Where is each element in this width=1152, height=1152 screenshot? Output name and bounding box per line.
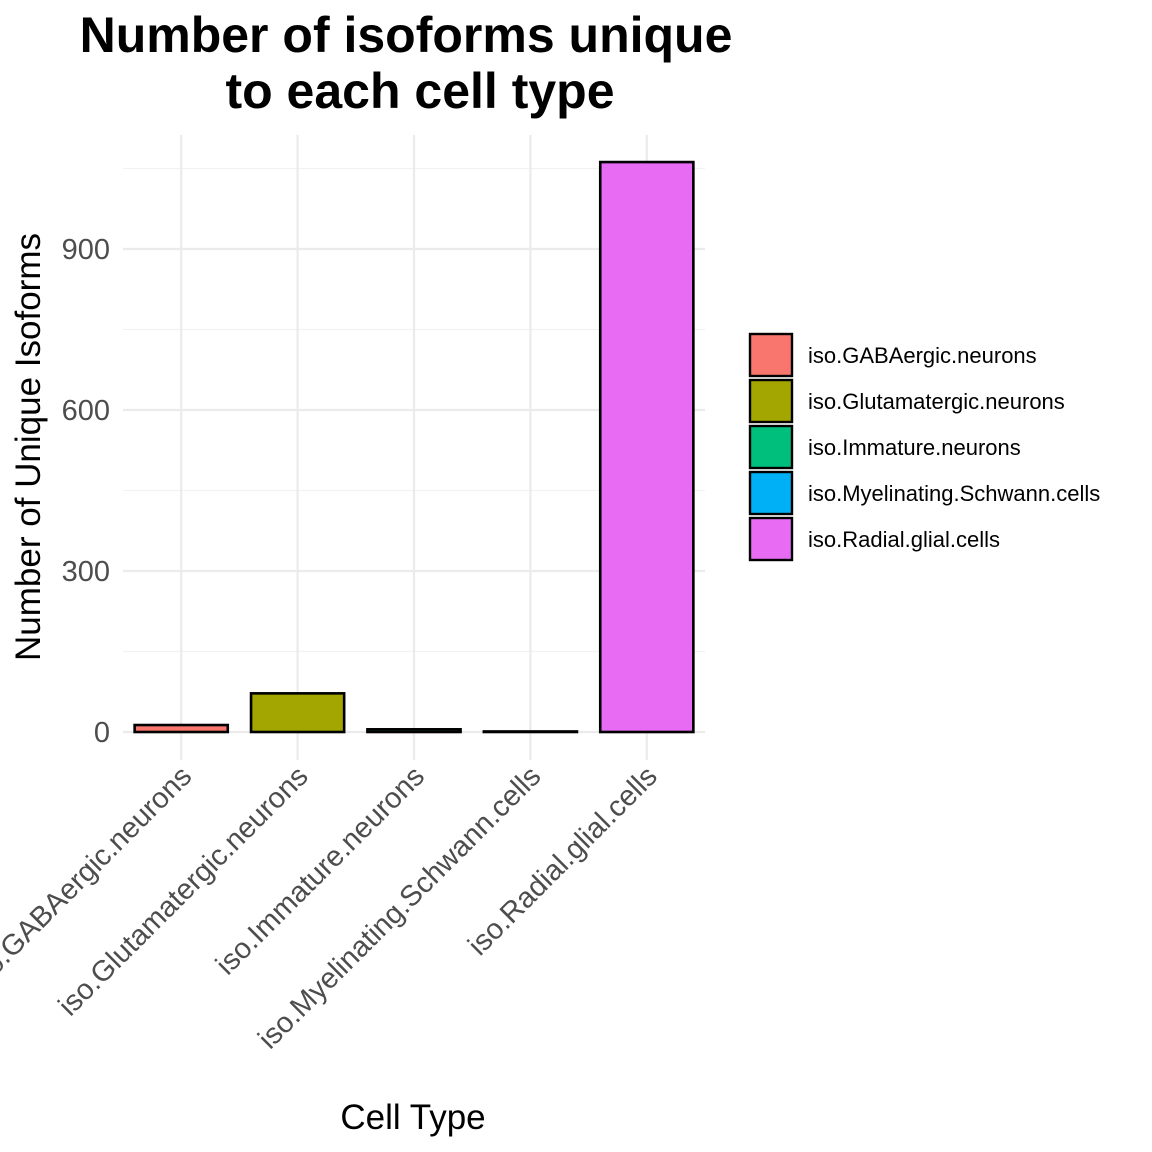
legend-label: iso.Myelinating.Schwann.cells bbox=[808, 481, 1100, 506]
legend-label: iso.Immature.neurons bbox=[808, 435, 1021, 460]
legend-label: iso.GABAergic.neurons bbox=[808, 343, 1037, 368]
chart-title-line-1: Number of isoforms unique bbox=[80, 7, 733, 63]
legend-label: iso.Radial.glial.cells bbox=[808, 527, 1000, 552]
x-tick-label: iso.Radial.glial.cells bbox=[462, 760, 664, 962]
legend-key bbox=[748, 470, 794, 516]
x-tick-label: iso.Glutamatergic.neurons bbox=[53, 760, 315, 1022]
legend-key bbox=[748, 378, 794, 424]
legend-key bbox=[748, 332, 794, 378]
y-tick-label: 300 bbox=[62, 556, 110, 588]
x-axis-ticks: iso.GABAergic.neuronsiso.Glutamatergic.n… bbox=[0, 760, 664, 1055]
y-axis-ticks: 0 300 600 900 bbox=[62, 234, 110, 749]
bar-iso.Immature.neurons bbox=[366, 728, 462, 734]
bar-iso.Radial.glial.cells bbox=[598, 160, 695, 734]
y-axis-title: Number of Unique Isoforms bbox=[9, 233, 48, 661]
legend-label: iso.Glutamatergic.neurons bbox=[808, 389, 1065, 414]
bar-iso.Glutamatergic.neurons bbox=[249, 692, 346, 734]
legend-key bbox=[748, 516, 794, 562]
legend: iso.GABAergic.neurons iso.Glutamatergic.n… bbox=[748, 332, 1100, 562]
y-tick-label: 0 bbox=[94, 717, 110, 749]
x-tick-label: iso.Immature.neurons bbox=[210, 760, 431, 981]
x-axis-title: Cell Type bbox=[340, 1098, 485, 1137]
bars bbox=[133, 160, 695, 734]
y-tick-label: 900 bbox=[62, 234, 110, 266]
y-tick-label: 600 bbox=[62, 395, 110, 427]
legend-key bbox=[748, 424, 794, 470]
bar-iso.Myelinating.Schwann.cells bbox=[482, 730, 579, 734]
chart-title-line-2: to each cell type bbox=[225, 63, 614, 119]
bar-iso.GABAergic.neurons bbox=[133, 723, 230, 734]
